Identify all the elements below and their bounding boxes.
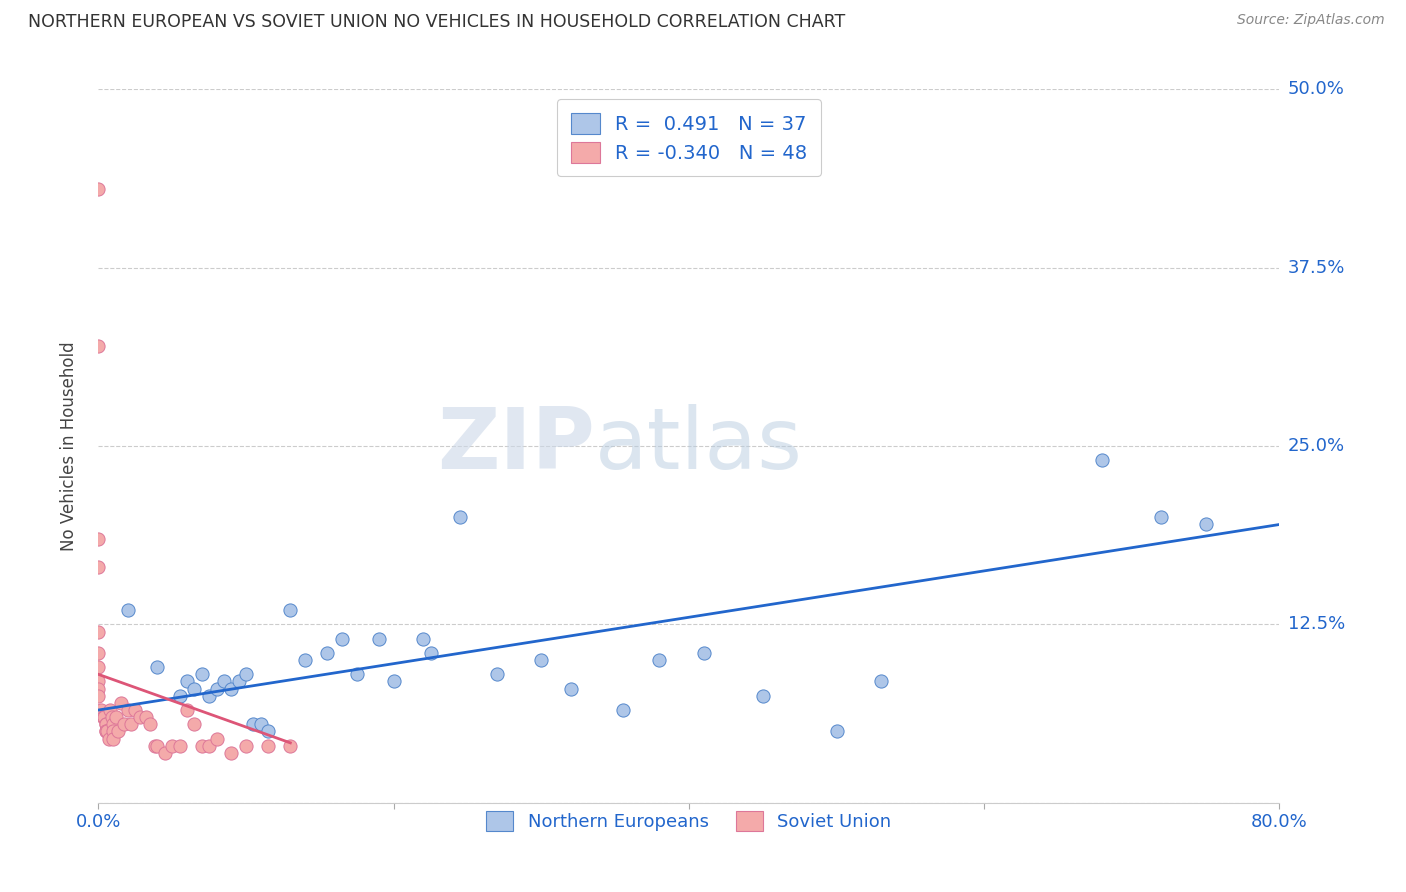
Point: [648, 653, 671, 667]
Point: [103, 731, 125, 746]
Text: 12.5%: 12.5%: [1288, 615, 1346, 633]
Text: 50.0%: 50.0%: [1288, 80, 1344, 98]
Text: ZIP: ZIP: [437, 404, 595, 488]
Point: [105, 710, 128, 724]
Point: [530, 653, 553, 667]
Text: NORTHERN EUROPEAN VS SOVIET UNION NO VEHICLES IN HOUSEHOLD CORRELATION CHART: NORTHERN EUROPEAN VS SOVIET UNION NO VEH…: [28, 13, 845, 31]
Point: [752, 689, 775, 703]
Point: [316, 646, 339, 660]
Point: [191, 739, 214, 753]
Point: [382, 674, 405, 689]
Legend: Northern Europeans, Soviet Union: Northern Europeans, Soviet Union: [474, 798, 904, 844]
Point: [235, 739, 257, 753]
Point: [176, 674, 198, 689]
Point: [1195, 517, 1218, 532]
Point: [87, 646, 110, 660]
Point: [103, 717, 125, 731]
Point: [221, 746, 243, 760]
Point: [280, 603, 302, 617]
Point: [250, 717, 273, 731]
Point: [146, 660, 169, 674]
Point: [368, 632, 391, 646]
Point: [486, 667, 509, 681]
Point: [412, 632, 434, 646]
Point: [191, 667, 214, 681]
Point: [87, 674, 110, 689]
Point: [221, 681, 243, 696]
Point: [198, 739, 221, 753]
Text: 37.5%: 37.5%: [1288, 259, 1346, 277]
Point: [449, 510, 471, 524]
Point: [242, 717, 264, 731]
Point: [235, 667, 257, 681]
Point: [117, 603, 139, 617]
Point: [90, 703, 112, 717]
Point: [117, 703, 139, 717]
Point: [94, 724, 117, 739]
Point: [228, 674, 250, 689]
Point: [98, 703, 121, 717]
Point: [205, 681, 228, 696]
Point: [124, 703, 146, 717]
Y-axis label: No Vehicles in Household: No Vehicles in Household: [59, 341, 77, 551]
Point: [93, 710, 115, 724]
Point: [87, 560, 110, 574]
Point: [693, 646, 716, 660]
Point: [346, 667, 368, 681]
Point: [107, 724, 129, 739]
Point: [870, 674, 893, 689]
Point: [280, 739, 302, 753]
Point: [110, 696, 132, 710]
Point: [212, 674, 235, 689]
Point: [87, 681, 110, 696]
Point: [87, 339, 110, 353]
Point: [1091, 453, 1114, 467]
Point: [100, 710, 122, 724]
Point: [176, 703, 198, 717]
Point: [135, 710, 157, 724]
Point: [153, 746, 176, 760]
Point: [257, 724, 280, 739]
Point: [198, 689, 221, 703]
Point: [169, 689, 191, 703]
Point: [87, 182, 110, 196]
Text: atlas: atlas: [595, 404, 803, 488]
Point: [162, 739, 183, 753]
Point: [169, 739, 191, 753]
Point: [112, 717, 135, 731]
Point: [205, 731, 228, 746]
Point: [139, 717, 162, 731]
Point: [257, 739, 280, 753]
Point: [419, 646, 441, 660]
Point: [825, 724, 848, 739]
Point: [87, 624, 110, 639]
Text: Source: ZipAtlas.com: Source: ZipAtlas.com: [1237, 13, 1385, 28]
Point: [87, 660, 110, 674]
Point: [143, 739, 166, 753]
Point: [97, 731, 120, 746]
Point: [91, 710, 114, 724]
Point: [96, 724, 118, 739]
Point: [120, 717, 142, 731]
Point: [183, 717, 205, 731]
Point: [612, 703, 634, 717]
Point: [94, 717, 117, 731]
Point: [94, 724, 117, 739]
Text: 25.0%: 25.0%: [1288, 437, 1346, 455]
Point: [103, 724, 125, 739]
Point: [128, 710, 150, 724]
Point: [1150, 510, 1173, 524]
Point: [87, 532, 110, 546]
Point: [560, 681, 582, 696]
Point: [146, 739, 169, 753]
Point: [183, 681, 205, 696]
Point: [87, 689, 110, 703]
Point: [294, 653, 316, 667]
Point: [94, 717, 117, 731]
Point: [330, 632, 353, 646]
